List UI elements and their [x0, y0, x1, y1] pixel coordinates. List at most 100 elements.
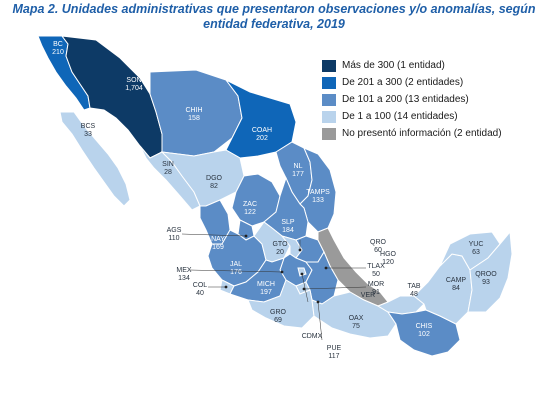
- state-value-dgo: 82: [210, 183, 218, 190]
- state-label-mex: MEX: [176, 267, 192, 274]
- pue-dot: [316, 300, 320, 304]
- state-label-yuc: YUC: [469, 241, 484, 248]
- state-label-mich: MICH: [257, 281, 275, 288]
- state-gro: [247, 279, 315, 329]
- state-label-dgo: DGO: [206, 175, 223, 182]
- legend-label: No presentó información (2 entidad): [342, 128, 502, 139]
- state-dgo: [160, 149, 245, 207]
- state-label-qro: QRO: [370, 239, 387, 246]
- state-son: [60, 35, 163, 159]
- state-value-nay: 169: [212, 244, 224, 251]
- state-value-hgo: 120: [382, 259, 394, 266]
- ags-leader: [181, 233, 247, 237]
- map-title: Mapa 2. Unidades administrativas que pre…: [0, 2, 548, 32]
- state-value-gro: 69: [274, 317, 282, 324]
- qro-dot: [298, 248, 302, 252]
- legend-item: De 201 a 300 (2 entidades): [322, 74, 502, 91]
- mex-dot: [280, 270, 284, 274]
- legend-item: No presentó información (2 entidad): [322, 125, 502, 142]
- state-value-ags: 110: [168, 235, 179, 242]
- state-label-jal: JAL: [230, 261, 242, 268]
- state-label-tab: TAB: [407, 283, 420, 290]
- state-value-jal: 176: [230, 269, 242, 276]
- state-label-nay: NAY: [211, 236, 225, 243]
- pue-leader: [317, 301, 323, 341]
- state-label-ags: AGS: [167, 227, 182, 234]
- legend-item: De 1 a 100 (14 entidades): [322, 108, 502, 125]
- state-tamps: [299, 147, 337, 233]
- state-value-bcs: 33: [84, 131, 92, 138]
- legend-label: De 201 a 300 (2 entidades): [342, 77, 464, 88]
- state-bcs: [59, 111, 131, 207]
- legend-swatch: [322, 59, 336, 72]
- state-label-pue: PUE: [327, 345, 342, 352]
- map-title-line1: Mapa 2. Unidades administrativas que pre…: [12, 2, 536, 16]
- state-label-zac: ZAC: [243, 201, 257, 208]
- state-label-son: SON: [126, 77, 141, 84]
- state-value-slp: 184: [282, 227, 294, 234]
- state-value-tab: 48: [410, 291, 418, 298]
- legend-label: Más de 300 (1 entidad): [342, 60, 445, 71]
- state-value-chis: 102: [418, 331, 430, 338]
- col-dot: [224, 285, 228, 289]
- state-qroo: [467, 230, 513, 313]
- state-value-mich: 197: [260, 289, 272, 296]
- state-label-slp: SLP: [281, 219, 295, 226]
- map-title-line2: entidad federativa, 2019: [203, 17, 345, 31]
- state-label-bcs: BCS: [81, 123, 96, 130]
- legend-swatch: [322, 93, 336, 106]
- state-value-pue: 117: [328, 353, 339, 360]
- state-label-tamps: TAMPS: [306, 189, 330, 196]
- state-value-tamps: 133: [312, 197, 324, 204]
- state-value-zac: 122: [244, 209, 256, 216]
- state-label-oax: OAX: [349, 315, 364, 322]
- state-value-yuc: 63: [472, 249, 480, 256]
- legend-label: De 101 a 200 (13 entidades): [342, 94, 469, 105]
- state-value-son: 1,704: [125, 85, 143, 92]
- mor-dot: [302, 287, 306, 291]
- state-value-camp: 84: [452, 285, 460, 292]
- state-label-bc: BC: [53, 41, 63, 48]
- state-label-tlax: TLAX: [367, 263, 385, 270]
- legend-swatch: [322, 127, 336, 140]
- legend-swatch: [322, 76, 336, 89]
- state-value-bc: 210: [52, 49, 64, 56]
- state-value-chih: 158: [188, 115, 200, 122]
- state-mich: [229, 257, 287, 303]
- state-value-oax: 75: [352, 323, 360, 330]
- state-value-mor: 91: [372, 289, 380, 296]
- state-label-cdmx: CDMX: [302, 333, 323, 340]
- legend-swatch: [322, 110, 336, 123]
- state-label-nl: NL: [294, 163, 303, 170]
- state-label-chis: CHIS: [416, 323, 433, 330]
- cdmx-dot: [300, 272, 304, 276]
- state-label-chih: CHIH: [185, 107, 202, 114]
- state-value-gto: 20: [276, 249, 284, 256]
- state-label-gro: GRO: [270, 309, 287, 316]
- tlax-dot: [324, 266, 328, 270]
- state-label-qroo: QROO: [475, 271, 497, 278]
- state-label-gto: GTO: [272, 241, 288, 248]
- state-value-qro: 60: [374, 247, 382, 254]
- state-gto: [253, 221, 291, 263]
- state-label-mor: MOR: [368, 281, 384, 288]
- state-value-qroo: 93: [482, 279, 490, 286]
- state-label-ver: VER: [361, 292, 375, 299]
- state-chis: [386, 309, 461, 357]
- state-label-col: COL: [193, 282, 208, 289]
- state-value-col: 40: [196, 290, 204, 297]
- state-value-coah: 202: [256, 135, 268, 142]
- legend-item: De 101 a 200 (13 entidades): [322, 91, 502, 108]
- mex-leader: [189, 269, 283, 273]
- state-label-coah: COAH: [252, 127, 272, 134]
- state-value-sin: 28: [164, 169, 172, 176]
- map-legend: Más de 300 (1 entidad) De 201 a 300 (2 e…: [322, 57, 502, 142]
- state-value-nl: 177: [292, 171, 304, 178]
- state-coah: [225, 79, 297, 159]
- cdmx-leader: [301, 273, 309, 303]
- mor-leader: [303, 286, 367, 290]
- ags-dot: [244, 234, 248, 238]
- state-label-camp: CAMP: [446, 277, 467, 284]
- state-label-sin: SIN: [162, 161, 174, 168]
